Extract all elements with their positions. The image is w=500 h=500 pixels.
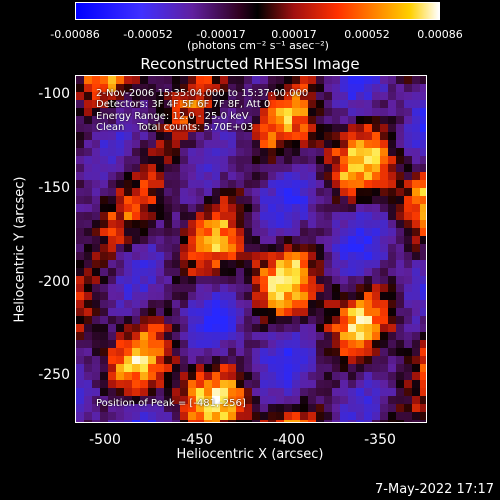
info-peak: Position of Peak = [-481,-256] — [96, 398, 246, 409]
colorbar-tick: 0.00086 — [417, 28, 463, 41]
y-tick: -200 — [38, 274, 70, 290]
ytick-wrap: -250 — [0, 361, 70, 391]
x-tick: -350 — [364, 432, 396, 448]
info-clean: Clean Total counts: 5.70E+03 — [96, 122, 254, 133]
info-time: 2-Nov-2006 15:35:04.000 to 15:37:00.000 — [96, 88, 309, 99]
timestamp: 7-May-2022 17:17 — [375, 482, 494, 497]
image-plot: 2-Nov-2006 15:35:04.000 to 15:37:00.000 … — [75, 75, 427, 423]
info-detectors: Detectors: 3F 4F 5F 6F 7F 8F, Att 0 — [96, 99, 271, 110]
colorbar-tick: 0.00052 — [344, 28, 390, 41]
ytick-wrap: -150 — [0, 174, 70, 204]
colorbar — [75, 2, 440, 20]
colorbar-tick: -0.00052 — [123, 28, 173, 41]
colorbar-tick: -0.00017 — [196, 28, 246, 41]
colorbar-tick: -0.00086 — [50, 28, 100, 41]
heatmap-image — [76, 76, 426, 422]
ytick-wrap: -200 — [0, 268, 70, 298]
x-tick: -450 — [181, 432, 213, 448]
info-energy: Energy Range: 12.0 - 25.0 keV — [96, 111, 249, 122]
y-axis-label: Heliocentric Y (arcsec) — [12, 176, 28, 323]
x-tick: -500 — [89, 432, 121, 448]
x-tick: -400 — [273, 432, 305, 448]
colorbar-unit: (photons cm⁻² s⁻¹ asec⁻²) — [187, 39, 329, 52]
ytick-wrap: -100 — [0, 80, 70, 110]
colorbar-tick: 0.00017 — [271, 28, 317, 41]
y-tick: -150 — [38, 180, 70, 196]
x-axis-label: Heliocentric X (arcsec) — [176, 447, 324, 462]
y-tick: -100 — [38, 86, 70, 102]
y-tick: -250 — [38, 367, 70, 383]
plot-title: Reconstructed RHESSI Image — [140, 55, 360, 73]
